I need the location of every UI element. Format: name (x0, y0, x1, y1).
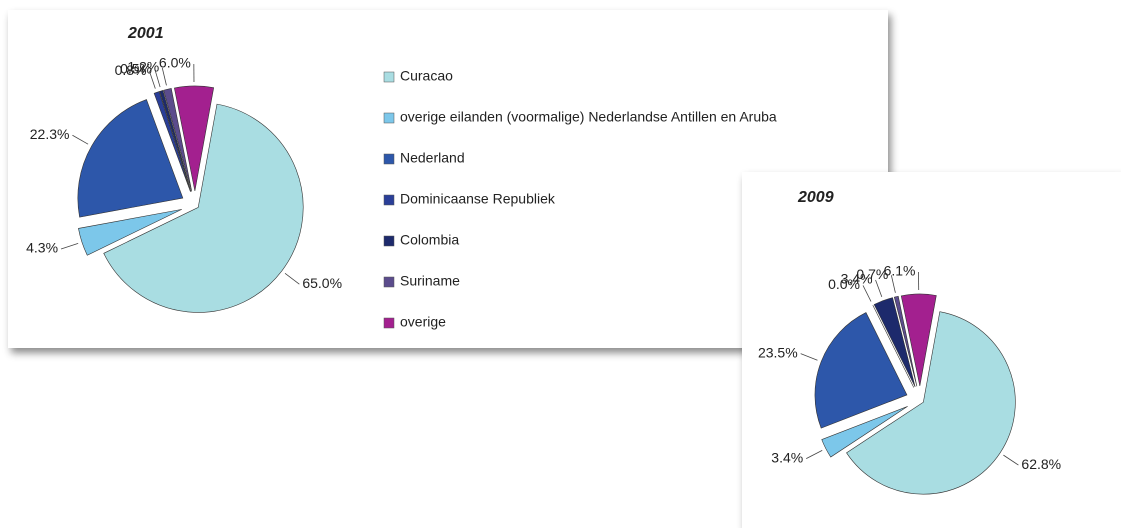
pie-slice (153, 91, 191, 192)
leader-line (284, 272, 300, 285)
leader-line (890, 275, 896, 293)
pie-slice (163, 88, 193, 192)
legend-swatch (383, 317, 395, 329)
legend-label: Suriname (400, 273, 460, 289)
legend-label: Dominicaanse Republiek (400, 191, 556, 207)
chart-title: 2001 (127, 25, 164, 42)
data-label: 0.5% (120, 60, 152, 76)
pie-slice (846, 311, 1016, 495)
data-label: 0.7% (856, 266, 888, 282)
pie-slice (814, 312, 908, 429)
leader-line (149, 71, 156, 89)
legend-swatch (383, 153, 395, 165)
leader-line (800, 353, 818, 361)
data-label: 0.8% (115, 62, 147, 78)
data-label: 22.3% (30, 126, 70, 142)
pie-slice (821, 406, 908, 458)
chart-title: 2009 (797, 189, 834, 206)
pie-slice (893, 295, 918, 387)
pie-slice (873, 297, 916, 388)
data-label: 1.2% (127, 59, 159, 75)
data-label: 62.8% (1021, 456, 1061, 472)
pie-slice (159, 90, 192, 192)
legend-label: Colombia (400, 232, 459, 248)
leader-line (806, 450, 823, 459)
pie-slice (103, 103, 304, 313)
legend-swatch (383, 71, 395, 83)
legend-label: Curacao (400, 68, 453, 84)
legend-label: overige eilanden (voormalige) Nederlands… (400, 109, 777, 125)
data-label: 65.0% (302, 275, 342, 291)
leader-line (862, 285, 872, 302)
leader-line (60, 243, 79, 250)
pie-slice (78, 209, 182, 256)
pie-slice (77, 99, 184, 218)
leader-line (875, 279, 883, 297)
legend-swatch (383, 112, 395, 124)
data-label: 0.0% (828, 276, 860, 292)
leader-line (72, 134, 89, 145)
data-label: 4.3% (26, 240, 58, 256)
data-label: 3.4% (841, 271, 873, 287)
pie-slice (900, 293, 937, 387)
leader-line (1003, 454, 1019, 466)
data-label: 6.0% (159, 55, 191, 71)
legend-label: Nederland (400, 150, 465, 166)
leader-line (161, 67, 167, 86)
legend-swatch (383, 235, 395, 247)
data-label: 3.4% (771, 449, 803, 465)
leader-line (154, 69, 161, 88)
pie-slice (174, 85, 215, 192)
legend-swatch (383, 194, 395, 206)
legend-swatch (383, 276, 395, 288)
data-label: 23.5% (758, 344, 798, 360)
legend-label: overige (400, 314, 446, 330)
data-label: 6.1% (884, 263, 916, 279)
